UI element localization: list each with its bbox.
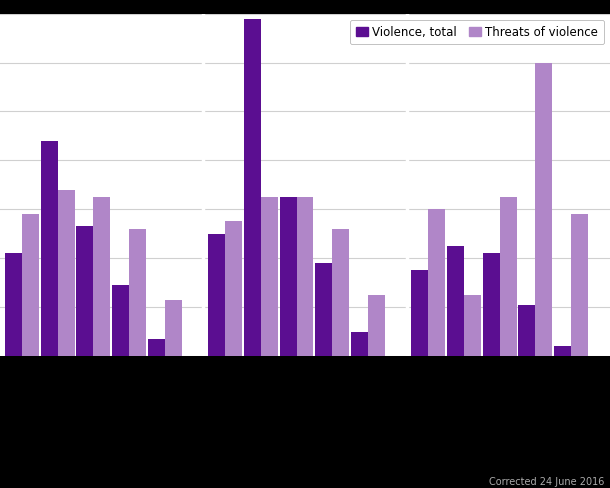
Bar [571,215,588,356]
Bar [351,332,368,356]
Bar [76,227,93,356]
Bar [279,198,296,356]
Bar [112,285,129,356]
Bar [500,198,517,356]
Bar [518,305,536,356]
Bar [428,210,445,356]
Bar [368,295,385,356]
Bar [332,229,349,356]
Bar [296,198,314,356]
Bar [41,142,57,356]
Bar [57,190,74,356]
Bar [244,20,261,356]
Bar [22,215,39,356]
Bar [554,346,571,356]
Bar [447,246,464,356]
Bar [5,254,22,356]
Bar [411,271,428,356]
Bar [148,339,165,356]
Bar [315,264,332,356]
Text: Corrected 24 June 2016: Corrected 24 June 2016 [489,476,604,486]
Bar [225,222,242,356]
Bar [464,295,481,356]
Bar [93,198,110,356]
Bar [129,229,146,356]
Bar [483,254,500,356]
Bar [165,300,182,356]
Bar [208,234,225,356]
Bar [261,198,278,356]
Bar [536,63,553,356]
Legend: Violence, total, Threats of violence: Violence, total, Threats of violence [350,20,604,45]
